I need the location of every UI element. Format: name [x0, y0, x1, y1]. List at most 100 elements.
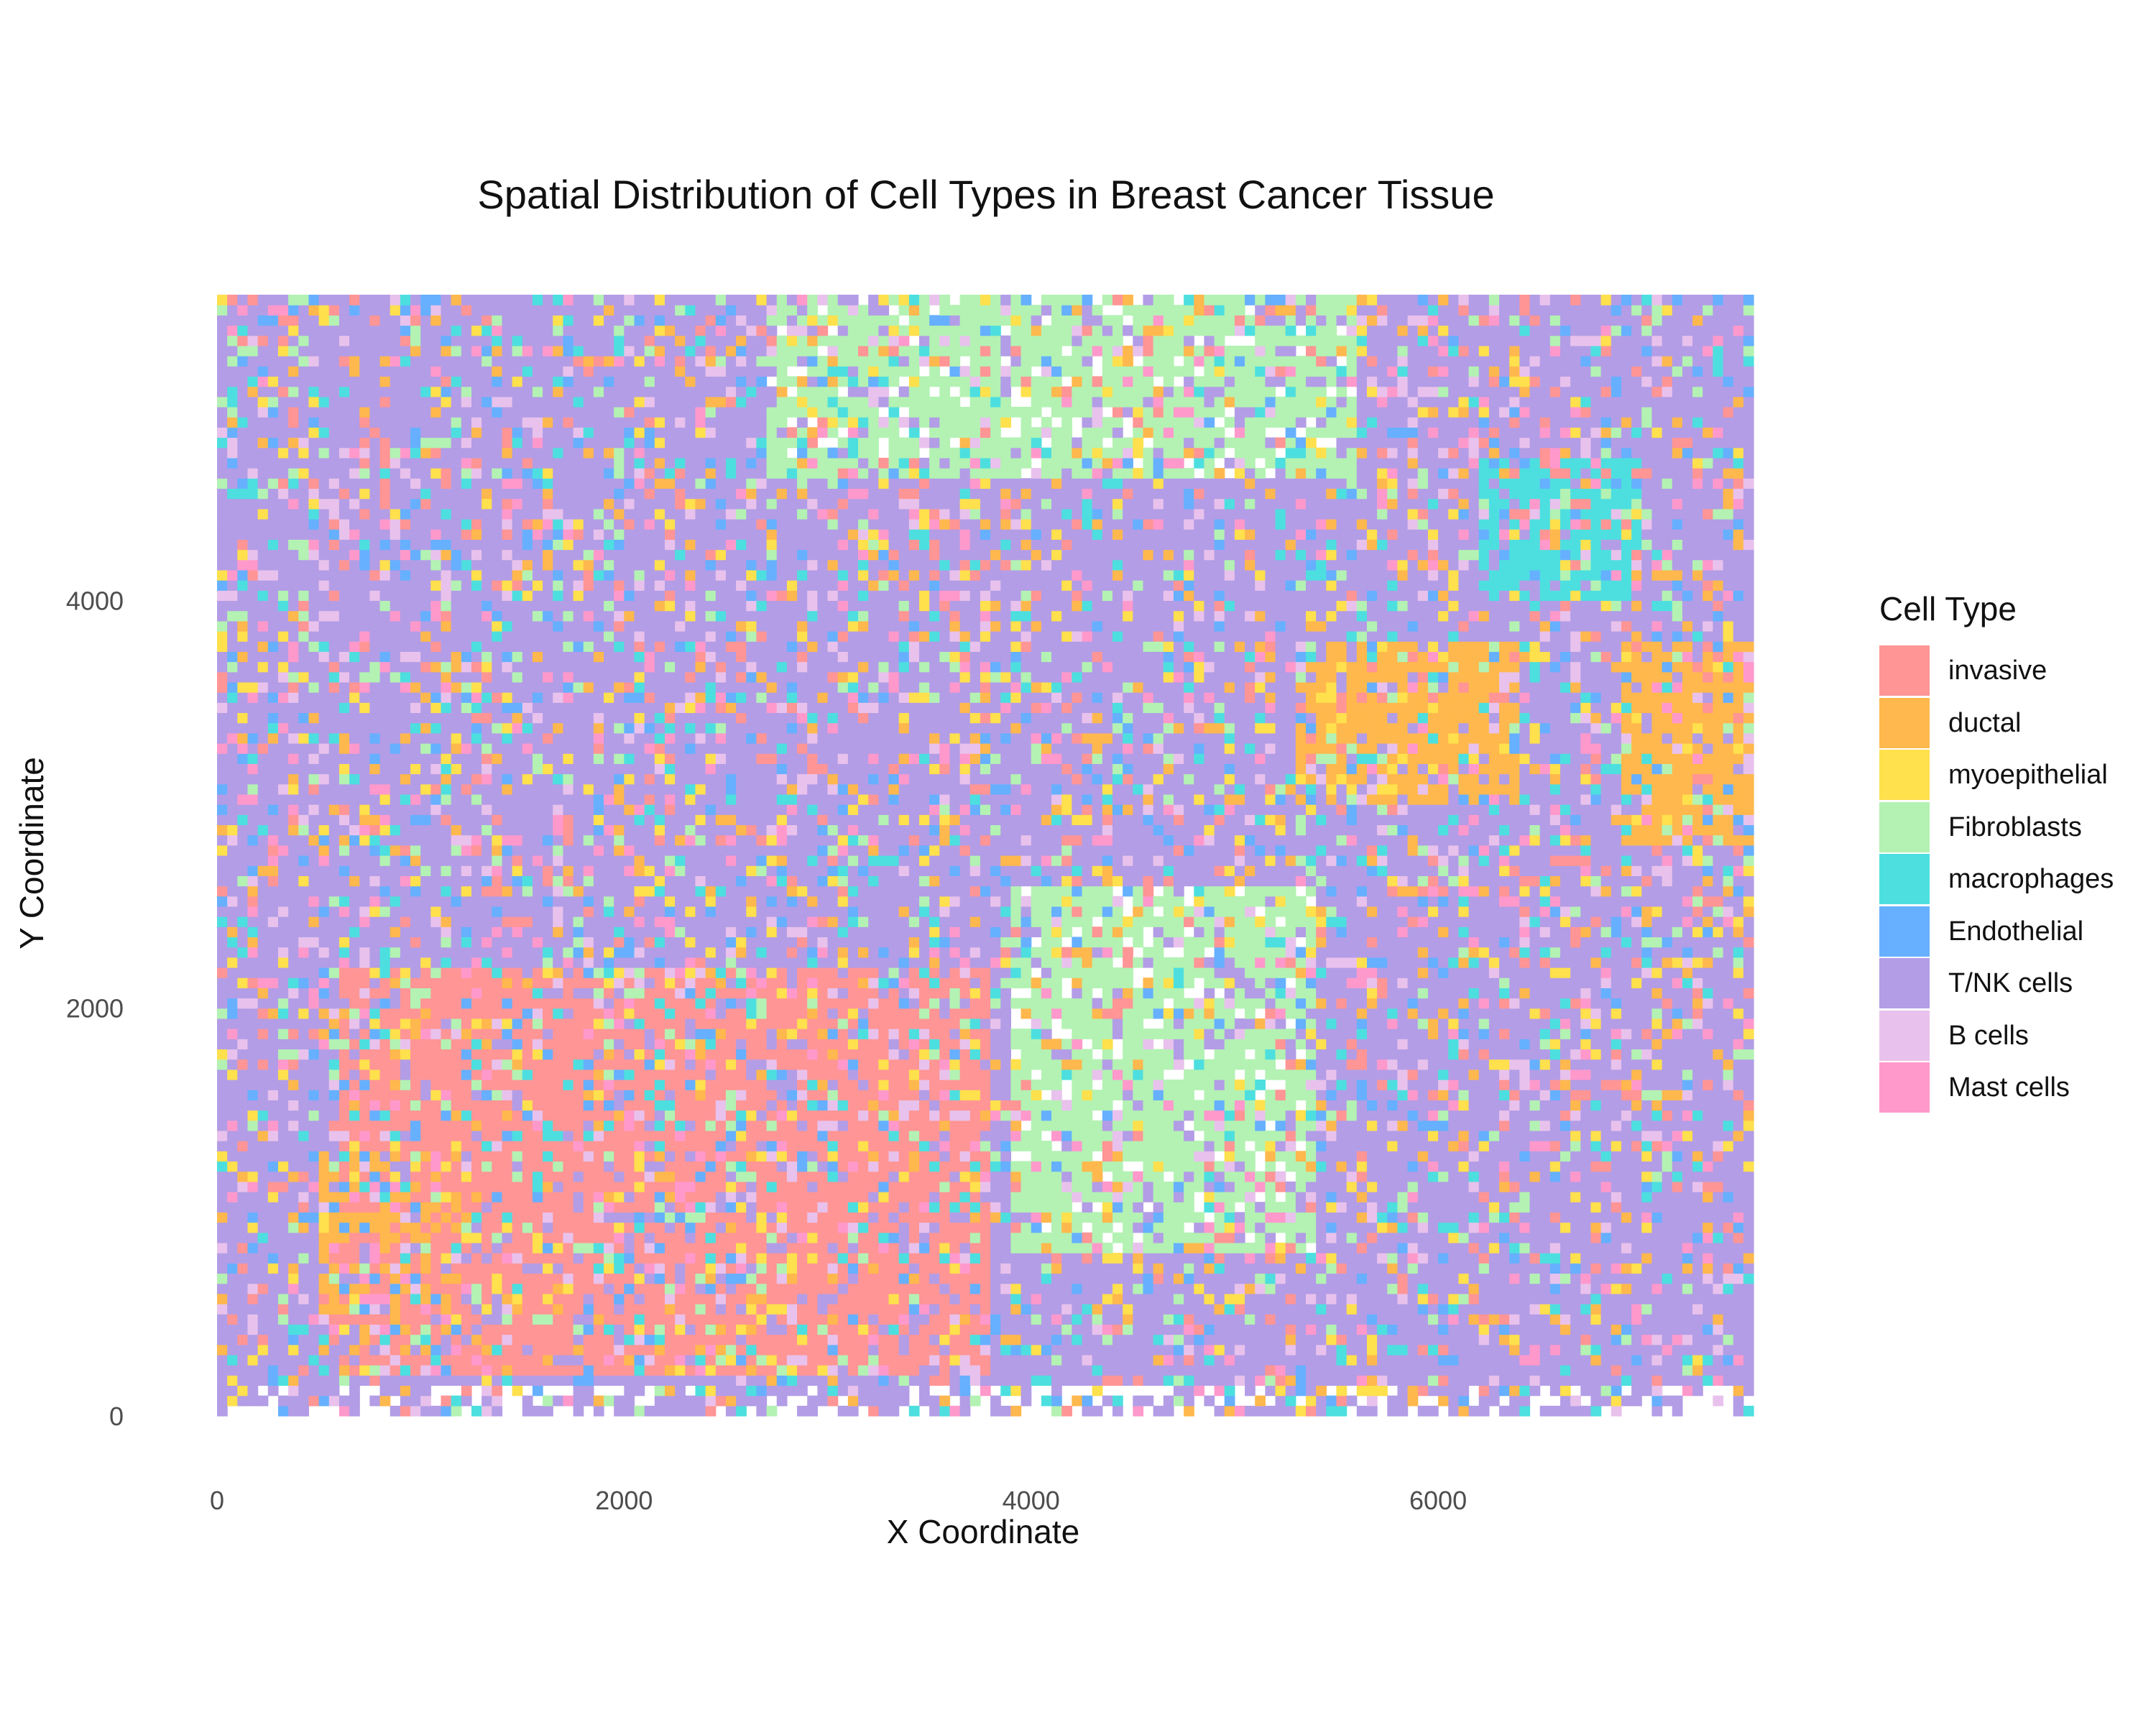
heatmap-tile: [451, 835, 462, 846]
heatmap-tile: [563, 580, 573, 591]
heatmap-tile: [594, 448, 604, 459]
heatmap-tile: [237, 550, 248, 561]
heatmap-tile: [624, 366, 635, 377]
heatmap-tile: [563, 346, 573, 356]
heatmap-tile: [298, 651, 309, 662]
heatmap-tile: [675, 1100, 686, 1110]
heatmap-tile: [563, 845, 573, 856]
heatmap-tile: [339, 753, 350, 764]
heatmap-tile: [217, 631, 228, 642]
heatmap-tile: [533, 570, 543, 581]
heatmap-tile: [227, 855, 238, 866]
heatmap-tile: [268, 1059, 279, 1070]
heatmap-tile: [553, 1008, 563, 1019]
heatmap-tile: [308, 855, 319, 866]
heatmap-tile: [227, 967, 238, 978]
heatmap-tile: [430, 570, 441, 581]
heatmap-tile: [584, 1110, 594, 1121]
heatmap-tile: [410, 590, 421, 601]
heatmap-tile: [553, 896, 563, 907]
heatmap-tile: [482, 1304, 492, 1315]
heatmap-tile: [635, 814, 645, 825]
heatmap-tile: [349, 1335, 360, 1346]
heatmap-tile: [502, 1110, 512, 1121]
heatmap-tile: [543, 1212, 553, 1223]
heatmap-tile: [604, 1080, 614, 1090]
heatmap-tile: [441, 611, 451, 622]
heatmap-tile: [400, 1355, 411, 1366]
heatmap-tile: [308, 1345, 319, 1356]
heatmap-tile: [237, 438, 248, 448]
heatmap-tile: [461, 1121, 472, 1131]
heatmap-tile: [430, 794, 441, 805]
heatmap-tile: [410, 651, 421, 662]
heatmap-tile: [604, 784, 614, 795]
heatmap-tile: [288, 407, 299, 418]
heatmap-tile: [359, 1202, 370, 1213]
heatmap-tile: [635, 1375, 645, 1386]
heatmap-tile: [247, 1049, 258, 1059]
heatmap-tile: [471, 295, 482, 305]
heatmap-tile: [655, 906, 665, 917]
heatmap-tile: [441, 1355, 451, 1366]
heatmap-tile: [400, 1029, 411, 1039]
heatmap-tile: [665, 641, 676, 652]
heatmap-tile: [665, 957, 676, 968]
heatmap-tile: [339, 743, 350, 754]
heatmap-tile: [359, 865, 370, 876]
heatmap-tile: [319, 651, 330, 662]
heatmap-tile: [584, 1253, 594, 1264]
heatmap-tile: [655, 580, 665, 591]
heatmap-tile: [543, 998, 553, 1009]
heatmap-tile: [614, 845, 625, 856]
heatmap-tile: [614, 336, 625, 346]
heatmap-tile: [319, 580, 330, 591]
heatmap-tile: [227, 1151, 238, 1162]
heatmap-tile: [329, 305, 340, 316]
heatmap-tile: [675, 753, 686, 764]
heatmap-tile: [288, 763, 299, 774]
heatmap-tile: [349, 784, 360, 795]
heatmap-tile: [339, 1039, 350, 1049]
heatmap-tile: [614, 438, 625, 448]
heatmap-tile: [420, 550, 431, 561]
heatmap-tile: [492, 1324, 502, 1335]
heatmap-tile: [268, 957, 279, 968]
heatmap-tile: [441, 753, 451, 764]
heatmap-tile: [645, 1355, 655, 1366]
heatmap-tile: [512, 560, 523, 571]
heatmap-tile: [604, 763, 614, 774]
heatmap-tile: [247, 315, 258, 326]
heatmap-tile: [573, 1039, 584, 1049]
heatmap-tile: [482, 794, 492, 805]
heatmap-tile: [339, 560, 350, 571]
heatmap-tile: [298, 1192, 309, 1202]
heatmap-tile: [573, 305, 584, 316]
heatmap-tile: [369, 1212, 380, 1223]
heatmap-tile: [268, 539, 279, 550]
heatmap-tile: [502, 957, 512, 968]
heatmap-tile: [573, 947, 584, 958]
heatmap-tile: [349, 417, 360, 428]
heatmap-tile: [298, 560, 309, 571]
heatmap-tile: [258, 1070, 269, 1080]
heatmap-tile: [217, 1284, 228, 1294]
heatmap-tile: [655, 1090, 665, 1100]
heatmap-tile: [604, 886, 614, 897]
heatmap-tile: [461, 1233, 472, 1243]
heatmap-tile: [430, 1375, 441, 1386]
heatmap-tile: [268, 438, 279, 448]
heatmap-tile: [492, 305, 502, 316]
heatmap-tile: [614, 1355, 625, 1366]
heatmap-tile: [390, 1141, 401, 1151]
heatmap-tile: [227, 499, 238, 510]
heatmap-tile: [349, 835, 360, 846]
heatmap-tile: [441, 468, 451, 479]
heatmap-tile: [594, 1192, 604, 1202]
heatmap-tile: [645, 794, 655, 805]
heatmap-tile: [319, 1223, 330, 1233]
heatmap-tile: [339, 1294, 350, 1305]
heatmap-tile: [533, 814, 543, 825]
heatmap-tile: [594, 1284, 604, 1294]
heatmap-tile: [268, 651, 279, 662]
